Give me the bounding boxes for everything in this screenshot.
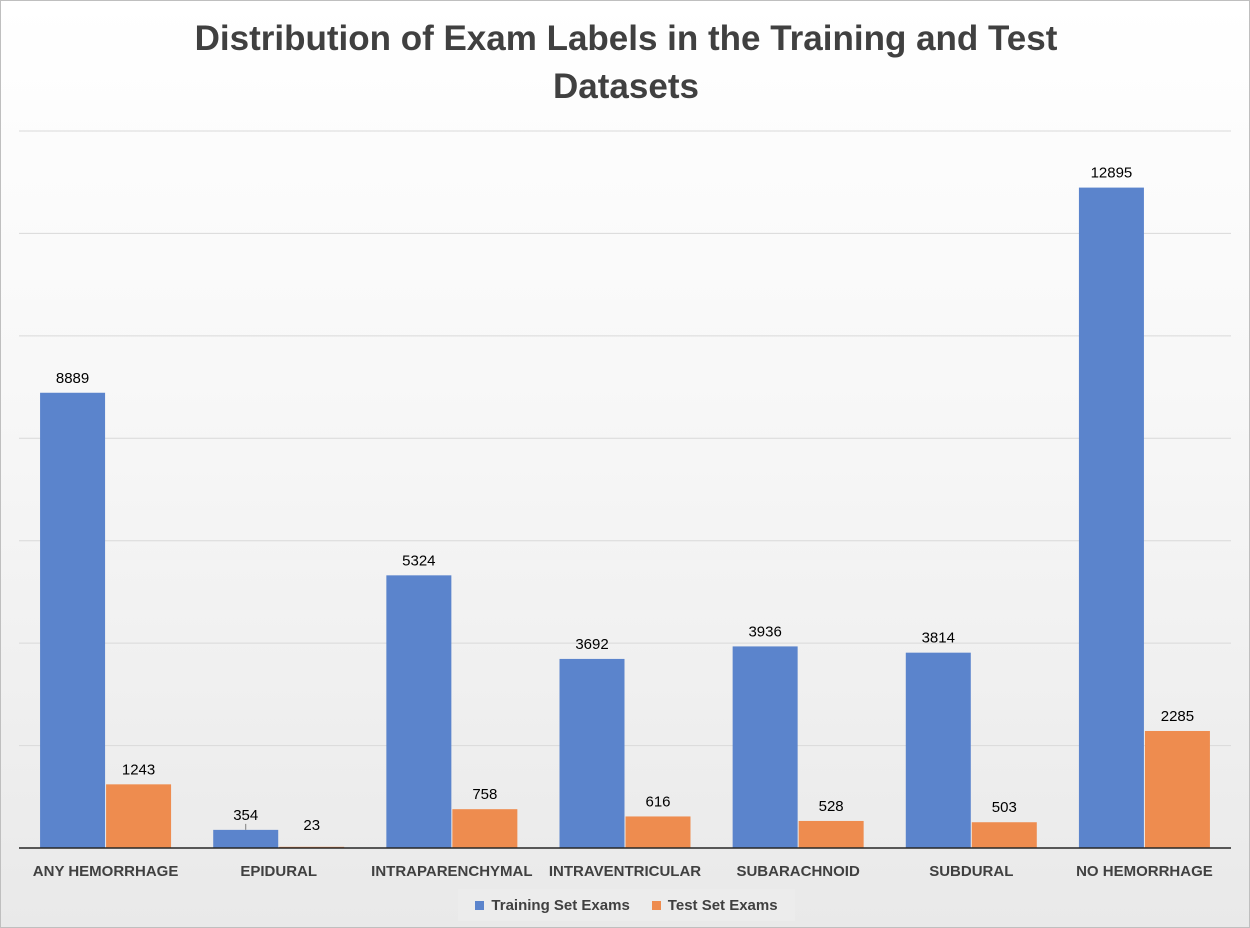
category-label: SUBDURAL [929, 863, 1013, 880]
data-label: 3692 [575, 636, 608, 653]
bar-test-no-hemorrhage [1144, 730, 1210, 848]
legend-swatch-test [651, 900, 661, 910]
data-label: 354 [233, 807, 258, 824]
legend-item-test: Test Set Exams [651, 896, 778, 914]
category-label: INTRAPARENCHYMAL [371, 863, 532, 880]
category-label: INTRAVENTRICULAR [549, 863, 701, 880]
data-label: 5324 [402, 552, 435, 569]
data-label: 3936 [748, 623, 781, 640]
legend-item-training: Training Set Exams [475, 896, 630, 914]
data-label: 23 [303, 817, 320, 834]
bar-test-any-hemorrhage [106, 784, 172, 848]
category-label: NO HEMORRHAGE [1076, 863, 1213, 880]
category-label: SUBARACHNOID [736, 863, 860, 880]
legend: Training Set Exams Test Set Exams [458, 889, 795, 921]
legend-label-training: Training Set Exams [491, 896, 630, 914]
bar-test-intraventricular [625, 816, 691, 848]
bar-test-intraparenchymal [452, 809, 518, 848]
data-label: 12895 [1091, 165, 1133, 182]
data-label: 503 [992, 799, 1017, 816]
legend-label-test: Test Set Exams [667, 896, 778, 914]
bar-training-subarachnoid [732, 646, 798, 848]
bar-training-intraventricular [559, 658, 625, 848]
bar-training-no-hemorrhage [1078, 187, 1144, 848]
chart-title: Distribution of Exam Labels in the Train… [194, 19, 1058, 106]
bar-test-subarachnoid [798, 820, 864, 848]
category-label: EPIDURAL [240, 863, 317, 880]
data-label: 528 [819, 798, 844, 815]
legend-swatch-training [475, 900, 485, 910]
category-label: ANY HEMORRHAGE [33, 863, 179, 880]
data-label: 3814 [922, 630, 955, 647]
bar-training-intraparenchymal [386, 575, 452, 848]
bar-training-any-hemorrhage [40, 392, 106, 848]
bar-test-subdural [971, 822, 1037, 848]
bar-training-subdural [905, 652, 971, 848]
data-label: 2285 [1161, 708, 1194, 725]
data-label: 1243 [122, 761, 155, 778]
bar-training-epidural [213, 829, 279, 848]
data-label: 758 [472, 786, 497, 803]
data-label: 616 [645, 793, 670, 810]
data-label: 8889 [56, 370, 89, 387]
